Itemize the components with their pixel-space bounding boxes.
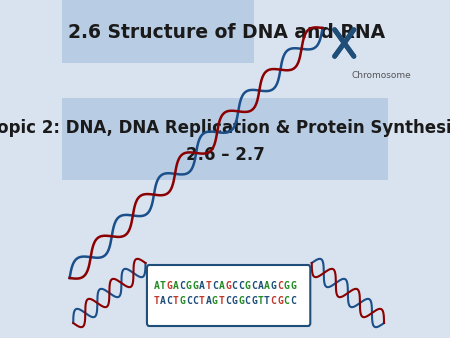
Text: G: G <box>270 281 276 291</box>
Text: G: G <box>225 281 231 291</box>
FancyBboxPatch shape <box>147 265 310 326</box>
Text: C: C <box>231 281 238 291</box>
Text: Chromosome: Chromosome <box>351 71 411 80</box>
Text: T: T <box>199 296 205 306</box>
Text: C: C <box>290 296 296 306</box>
Text: G: G <box>244 281 250 291</box>
Text: A: A <box>264 281 270 291</box>
Text: C: C <box>225 296 231 306</box>
Text: C: C <box>238 281 244 291</box>
Text: C: C <box>270 296 276 306</box>
Text: G: G <box>284 281 289 291</box>
Ellipse shape <box>342 40 346 46</box>
FancyBboxPatch shape <box>63 0 254 63</box>
Text: A: A <box>173 281 179 291</box>
Text: 2.6 – 2.7: 2.6 – 2.7 <box>185 146 265 164</box>
Text: G: G <box>212 296 218 306</box>
Text: T: T <box>160 281 166 291</box>
Text: Topic 2: DNA, DNA Replication & Protein Synthesis: Topic 2: DNA, DNA Replication & Protein … <box>0 119 450 137</box>
FancyBboxPatch shape <box>63 98 387 180</box>
Text: C: C <box>193 296 198 306</box>
Text: T: T <box>173 296 179 306</box>
Text: T: T <box>264 296 270 306</box>
Text: C: C <box>251 281 257 291</box>
Text: A: A <box>160 296 166 306</box>
Text: C: C <box>284 296 289 306</box>
Text: A: A <box>219 281 225 291</box>
Text: C: C <box>277 281 283 291</box>
Text: C: C <box>244 296 250 306</box>
Text: A: A <box>206 296 212 306</box>
Text: A: A <box>153 281 159 291</box>
Text: T: T <box>206 281 212 291</box>
Text: 2.6 Structure of DNA and RNA: 2.6 Structure of DNA and RNA <box>68 23 385 42</box>
Text: G: G <box>231 296 238 306</box>
Text: G: G <box>193 281 198 291</box>
Text: G: G <box>186 281 192 291</box>
Text: T: T <box>257 296 263 306</box>
Text: C: C <box>166 296 172 306</box>
Text: G: G <box>180 296 185 306</box>
Text: T: T <box>153 296 159 306</box>
Text: T: T <box>219 296 225 306</box>
Text: A: A <box>257 281 263 291</box>
Text: C: C <box>212 281 218 291</box>
Ellipse shape <box>342 40 346 46</box>
Text: G: G <box>277 296 283 306</box>
Text: C: C <box>186 296 192 306</box>
Text: G: G <box>238 296 244 306</box>
Text: G: G <box>166 281 172 291</box>
Text: G: G <box>290 281 296 291</box>
Text: G: G <box>251 296 257 306</box>
Text: C: C <box>180 281 185 291</box>
Text: A: A <box>199 281 205 291</box>
